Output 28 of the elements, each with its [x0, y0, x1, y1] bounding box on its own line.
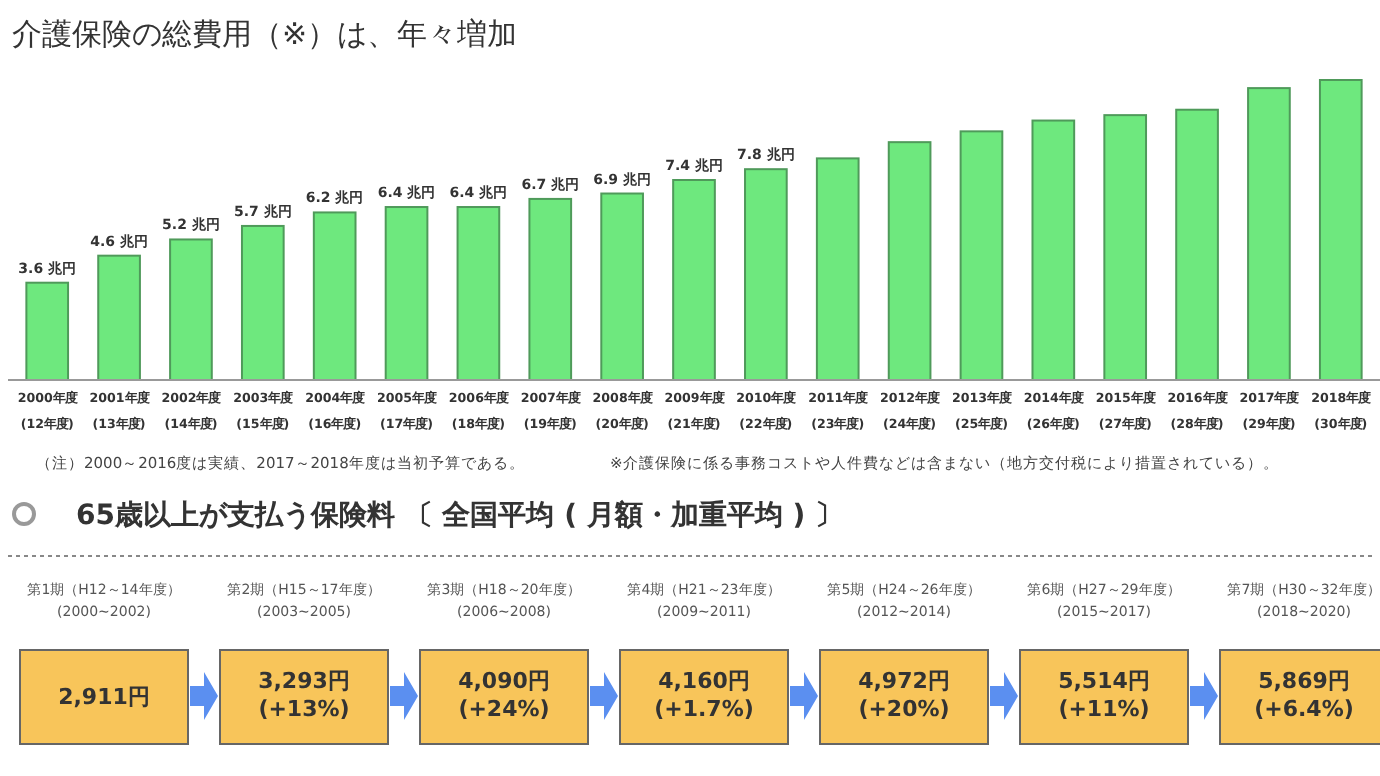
bar	[1031, 119, 1076, 381]
text: 2,911円	[58, 684, 150, 710]
text: 4,160円 (+1.7%)	[654, 668, 754, 722]
bar	[169, 238, 213, 381]
bar	[1103, 114, 1148, 381]
bar	[312, 211, 357, 381]
bar	[887, 141, 932, 381]
bar	[1247, 87, 1291, 381]
bar	[959, 130, 1004, 381]
chart-title: 介護保険の総費用（※）は、年々増加	[12, 16, 518, 52]
bar	[528, 197, 573, 381]
bar	[25, 281, 70, 381]
bar	[672, 179, 716, 381]
text: 4,090円 (+24%)	[458, 668, 550, 722]
bar	[384, 206, 429, 381]
bar	[815, 157, 860, 381]
text: 3,293円 (+13%)	[258, 668, 350, 722]
text: 5,869円 (+6.4%)	[1254, 668, 1354, 722]
bar	[1318, 79, 1363, 381]
bar	[97, 254, 141, 381]
text: 4,972円 (+20%)	[858, 668, 950, 722]
bar	[456, 206, 501, 381]
bar	[1175, 108, 1219, 381]
text: 65歳以上が支払う保険料 〔 全国平均 ( 月額・加重平均 ) 〕	[76, 498, 844, 532]
bar	[744, 168, 788, 381]
bar	[600, 192, 644, 381]
bar	[240, 224, 285, 381]
text: 5,514円 (+11%)	[1058, 668, 1150, 722]
